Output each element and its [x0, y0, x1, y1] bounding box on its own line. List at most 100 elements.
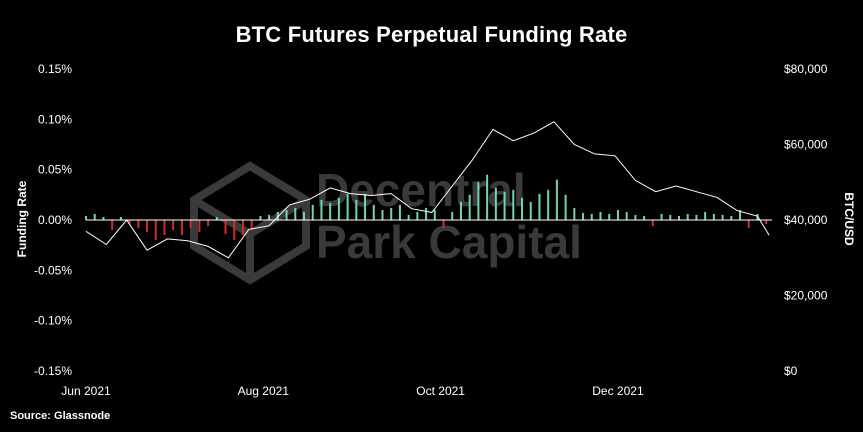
- funding-rate-bar: [608, 213, 611, 220]
- y2-tick-label: $20,000: [784, 289, 828, 303]
- btc-price-series: [85, 121, 770, 259]
- funding-rate-bar: [163, 220, 166, 236]
- x-tick-label: Oct 2021: [416, 384, 465, 398]
- funding-rate-bar: [739, 209, 742, 220]
- funding-rate-bar: [172, 220, 175, 231]
- funding-rate-bar: [677, 215, 680, 220]
- funding-rate-bar: [442, 220, 445, 229]
- funding-rate-bar: [215, 216, 218, 220]
- funding-rate-bar: [189, 220, 192, 229]
- funding-rate-bar: [250, 220, 253, 231]
- funding-rate-bar: [651, 220, 654, 227]
- chart-title: BTC Futures Perpetual Funding Rate: [235, 22, 628, 47]
- funding-rate-bar: [521, 197, 524, 220]
- funding-rate-bar: [119, 216, 122, 220]
- y-tick-label: 0.05%: [38, 163, 72, 177]
- funding-rate-bar: [616, 209, 619, 220]
- funding-rate-bar: [590, 213, 593, 220]
- y2-axis-label: BTC/USD: [842, 192, 856, 246]
- funding-rate-bar: [564, 194, 567, 220]
- funding-rate-bar: [198, 220, 201, 233]
- funding-rate-bar: [137, 220, 140, 229]
- funding-rate-bar: [721, 214, 724, 220]
- y-tick-label: -0.05%: [34, 263, 72, 277]
- funding-rate-bar: [320, 199, 323, 220]
- funding-rate-bar: [477, 181, 480, 220]
- funding-rate-bar: [433, 209, 436, 220]
- x-tick-label: Jun 2021: [61, 384, 111, 398]
- x-axis: Jun 2021 Aug 2021 Oct 2021 Dec 2021: [61, 384, 644, 398]
- funding-rate-bar: [686, 213, 689, 220]
- y-axis-left: 0.15% 0.10% 0.05% 0.00% -0.05% -0.10% -0.15%: [34, 62, 72, 378]
- funding-rate-bar: [285, 209, 288, 220]
- y2-tick-label: $60,000: [784, 138, 828, 152]
- funding-rate-bar: [398, 204, 401, 220]
- funding-rate-bar: [337, 197, 340, 220]
- funding-rate-bar: [538, 193, 541, 220]
- y-tick-label: 0.10%: [38, 112, 72, 126]
- funding-rate-bar: [512, 189, 515, 220]
- funding-rate-bar: [451, 211, 454, 220]
- funding-rate-bar: [372, 204, 375, 220]
- y-tick-label: 0.00%: [38, 213, 72, 227]
- funding-rate-bar: [547, 189, 550, 220]
- y-tick-label: 0.15%: [38, 62, 72, 76]
- funding-rate-bar: [111, 220, 114, 231]
- funding-rate-bar: [416, 211, 419, 220]
- x-tick-label: Aug 2021: [238, 384, 290, 398]
- watermark-line1: Decentral: [316, 164, 526, 216]
- y2-tick-label: $40,000: [784, 213, 828, 227]
- funding-rate-bar: [582, 212, 585, 220]
- funding-rate-bar: [128, 220, 131, 225]
- funding-rate-bar: [311, 204, 314, 220]
- y2-tick-label: $0: [784, 364, 798, 378]
- funding-rate-bar: [643, 215, 646, 220]
- funding-rate-bar: [634, 214, 637, 220]
- funding-rate-bar: [494, 187, 497, 220]
- funding-rate-bar: [85, 215, 87, 220]
- funding-rate-bar: [303, 211, 306, 220]
- funding-rate-bar: [154, 220, 157, 241]
- funding-rate-bar: [207, 220, 210, 227]
- funding-rate-bar: [355, 199, 358, 220]
- x-tick-label: Dec 2021: [592, 384, 644, 398]
- funding-rate-bar: [529, 201, 532, 220]
- funding-rate-bar: [180, 220, 183, 236]
- funding-rate-bar: [468, 194, 471, 220]
- funding-rate-bar: [102, 216, 105, 220]
- funding-rate-bar: [294, 207, 297, 220]
- funding-rate-bar: [599, 211, 602, 220]
- source-note: Source: Glassnode: [10, 410, 111, 422]
- funding-rate-bar: [346, 193, 349, 220]
- funding-rate-bar: [364, 193, 367, 220]
- funding-rate-bar: [712, 213, 715, 220]
- watermark: Decentral Park Capital: [190, 161, 582, 285]
- funding-rate-bar: [555, 179, 558, 220]
- funding-rate-bar: [704, 211, 707, 220]
- funding-rate-bar: [381, 209, 384, 220]
- funding-rate-bar: [695, 214, 698, 220]
- funding-rate-bar: [573, 207, 576, 220]
- funding-rate-bar: [669, 214, 672, 220]
- funding-rate-bar: [241, 220, 244, 236]
- funding-rate-bar: [329, 202, 332, 220]
- y-tick-label: -0.10%: [34, 314, 72, 328]
- watermark-logo-icon: [190, 161, 310, 285]
- funding-rate-bar: [390, 207, 393, 220]
- funding-rate-bar: [268, 214, 271, 220]
- funding-rate-bar: [660, 213, 663, 220]
- funding-rate-bar: [233, 220, 236, 241]
- funding-rate-bar: [486, 174, 489, 220]
- y-axis-right: $80,000 $60,000 $40,000 $20,000 $0: [784, 62, 828, 378]
- funding-rate-bar: [503, 191, 506, 220]
- funding-rate-bar: [730, 215, 733, 220]
- funding-rate-bar: [407, 214, 410, 220]
- watermark-line2: Park Capital: [316, 216, 582, 268]
- funding-rate-bar: [625, 211, 628, 220]
- funding-rate-bar: [224, 220, 227, 235]
- y2-tick-label: $80,000: [784, 62, 828, 76]
- funding-rate-bar: [259, 215, 262, 220]
- funding-rate-bar: [276, 211, 279, 220]
- funding-rate-bar: [146, 220, 149, 233]
